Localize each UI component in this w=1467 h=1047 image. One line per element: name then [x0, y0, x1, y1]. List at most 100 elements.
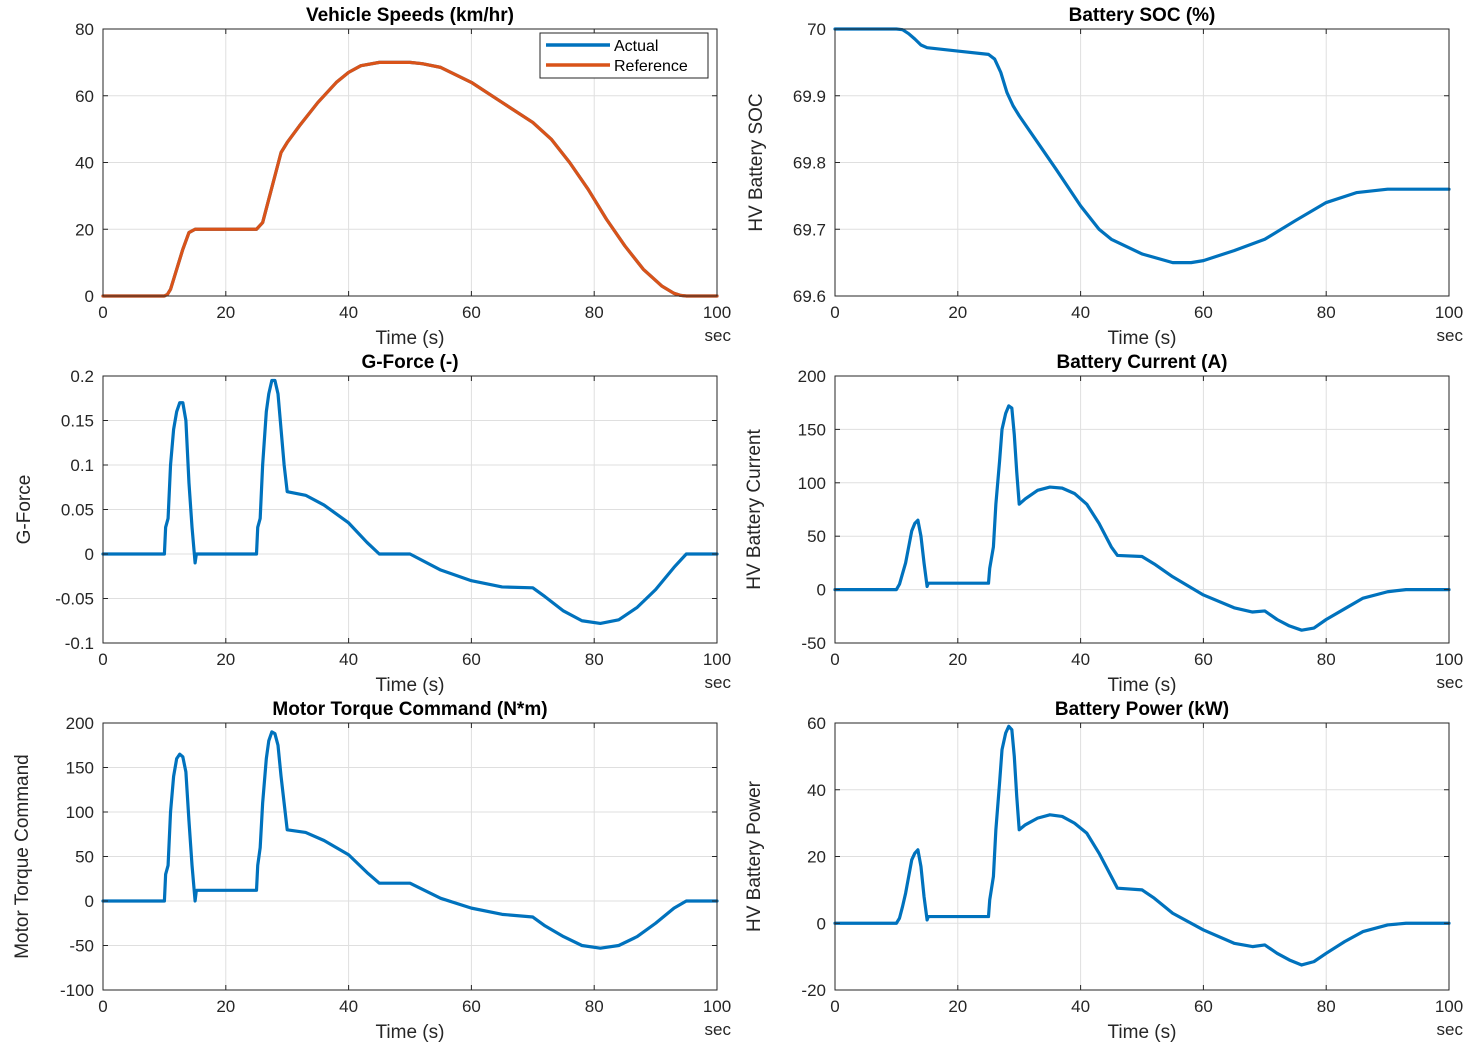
x-axis-unit: sec	[1437, 1020, 1464, 1039]
y-tick-label: 50	[75, 848, 94, 867]
x-tick-label: 20	[216, 303, 235, 322]
x-tick-label: 80	[585, 997, 604, 1016]
y-axis-label: HV Battery Power	[744, 780, 765, 932]
y-axis-label: HV Battery Current	[744, 429, 765, 590]
chart-title: Motor Torque Command (N*m)	[272, 699, 547, 720]
y-tick-label: 0	[817, 914, 826, 933]
x-axis-label: Time (s)	[376, 1022, 445, 1043]
x-tick-label: 40	[339, 650, 358, 669]
x-tick-label: 100	[703, 650, 731, 669]
x-tick-label: 0	[830, 997, 839, 1016]
chart-panel-5: 0 20 40 60 80 100 -100 -50 0 50 100 150 200 Motor Tor…	[12, 699, 731, 1043]
chart-panel-3: 0 20 40 60 80 100 -0.1 -0.05 0 0.05 0.1 0.15 0.2 G-Fo…	[14, 352, 731, 696]
y-axis-label: HV Battery SOC	[746, 93, 767, 231]
series-line-value	[833, 27, 1451, 265]
y-tick-label: 0.2	[70, 367, 94, 386]
x-tick-label: 100	[1435, 997, 1463, 1016]
x-tick-label: 40	[1071, 650, 1090, 669]
y-tick-label: 50	[807, 527, 826, 546]
series-line-value	[101, 730, 719, 950]
y-tick-label: 69.6	[793, 287, 826, 306]
x-axis-label: Time (s)	[376, 328, 445, 349]
x-tick-label: 20	[216, 650, 235, 669]
x-tick-label: 20	[948, 303, 967, 322]
y-tick-label: 20	[75, 220, 94, 239]
x-tick-label: 40	[339, 303, 358, 322]
y-tick-label: 150	[66, 759, 94, 778]
y-tick-label: 0	[85, 287, 94, 306]
y-axis-label: Motor Torque Command	[12, 754, 33, 959]
legend-label: Actual	[614, 38, 658, 55]
legend: Actual Reference	[539, 32, 709, 79]
x-tick-label: 40	[1071, 303, 1090, 322]
x-tick-label: 80	[1317, 997, 1336, 1016]
y-axis-label: G-Force	[14, 475, 35, 545]
chart-title: Battery SOC (%)	[1069, 5, 1216, 26]
legend-box	[539, 32, 709, 79]
x-tick-label: 0	[830, 303, 839, 322]
x-tick-label: 100	[703, 303, 731, 322]
x-tick-label: 0	[98, 997, 107, 1016]
series-line-value	[101, 378, 719, 626]
y-tick-label: 100	[798, 474, 826, 493]
y-tick-label: 69.9	[793, 87, 826, 106]
x-tick-label: 100	[703, 997, 731, 1016]
y-tick-label: 100	[66, 803, 94, 822]
x-tick-label: 0	[98, 650, 107, 669]
y-tick-label: 20	[807, 848, 826, 867]
x-tick-label: 100	[1435, 650, 1463, 669]
x-axis-unit: sec	[1437, 673, 1464, 692]
series-line-value	[833, 404, 1451, 632]
y-tick-label: 69.7	[793, 220, 826, 239]
x-axis-unit: sec	[705, 1020, 732, 1039]
y-tick-label: 60	[807, 714, 826, 733]
x-tick-label: 80	[1317, 650, 1336, 669]
y-tick-label: 80	[75, 20, 94, 39]
x-tick-label: 60	[462, 303, 481, 322]
x-axis-unit: sec	[1437, 326, 1464, 345]
x-tick-label: 80	[585, 650, 604, 669]
x-axis-label: Time (s)	[1108, 328, 1177, 349]
x-tick-label: 40	[339, 997, 358, 1016]
x-tick-label: 20	[948, 650, 967, 669]
y-tick-label: 0.15	[61, 412, 94, 431]
x-axis-label: Time (s)	[1108, 675, 1177, 696]
y-tick-label: -100	[60, 981, 94, 1000]
y-tick-label: -0.1	[65, 634, 94, 653]
y-tick-label: 150	[798, 420, 826, 439]
y-tick-label: -50	[801, 634, 826, 653]
y-tick-label: 0	[85, 545, 94, 564]
y-tick-label: 0	[817, 581, 826, 600]
chart-panel-2: 0 20 40 60 80 100 69.6 69.7 69.8 69.9 70 Battery SO…	[746, 5, 1463, 349]
x-tick-label: 60	[1194, 997, 1213, 1016]
chart-title: G-Force (-)	[361, 352, 458, 373]
x-tick-label: 20	[216, 997, 235, 1016]
y-tick-label: 0.1	[70, 456, 94, 475]
y-tick-label: 0.05	[61, 501, 94, 520]
y-tick-label: 60	[75, 87, 94, 106]
y-tick-label: -50	[69, 937, 94, 956]
x-tick-label: 40	[1071, 997, 1090, 1016]
series-line-reference	[101, 60, 719, 298]
x-tick-label: 60	[1194, 650, 1213, 669]
y-tick-label: 70	[807, 20, 826, 39]
y-tick-label: 40	[807, 781, 826, 800]
y-tick-label: 200	[66, 714, 94, 733]
series-line-actual	[101, 60, 719, 298]
x-tick-label: 80	[585, 303, 604, 322]
x-axis-unit: sec	[705, 673, 732, 692]
chart-title: Vehicle Speeds (km/hr)	[306, 5, 514, 26]
legend-label: Reference	[614, 58, 688, 75]
series-line-value	[833, 724, 1451, 967]
x-tick-label: 0	[830, 650, 839, 669]
axes-box	[834, 375, 1450, 644]
x-tick-label: 100	[1435, 303, 1463, 322]
x-axis-label: Time (s)	[376, 675, 445, 696]
y-tick-label: 0	[85, 892, 94, 911]
x-tick-label: 60	[462, 650, 481, 669]
x-axis-unit: sec	[705, 326, 732, 345]
x-tick-label: 60	[462, 997, 481, 1016]
